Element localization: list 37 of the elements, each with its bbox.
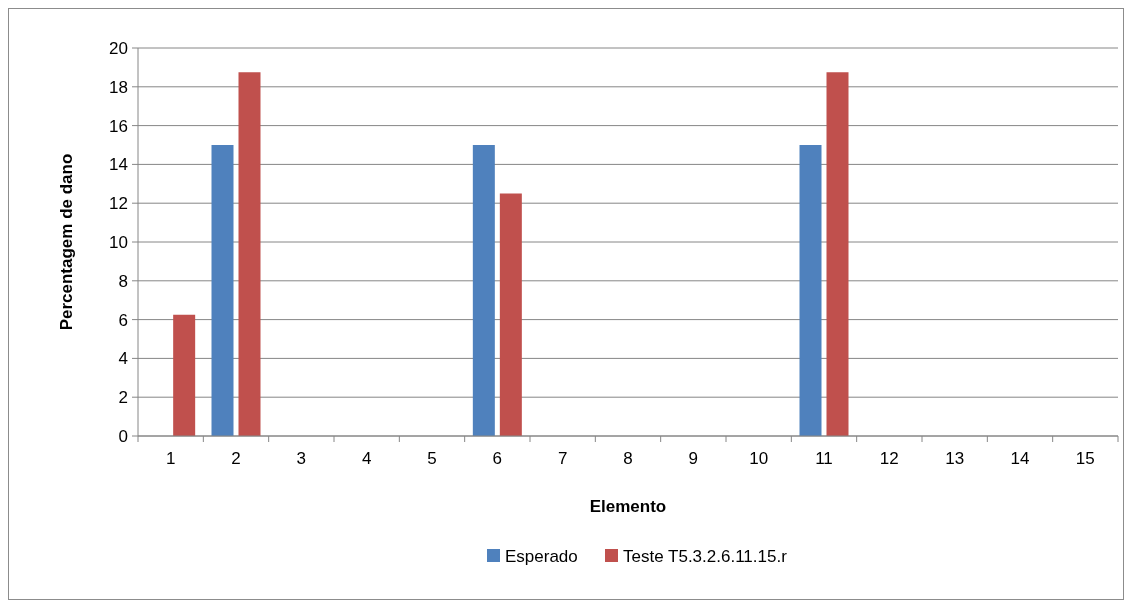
x-tick-label: 15 xyxy=(1075,449,1095,468)
x-tick-label: 6 xyxy=(492,449,503,468)
x-tick-label: 3 xyxy=(296,449,307,468)
bar xyxy=(238,72,261,436)
y-tick-label: 14 xyxy=(109,155,128,175)
y-tick-label: 10 xyxy=(109,232,128,252)
x-tick-label: 14 xyxy=(1010,449,1030,468)
x-tick-label: 5 xyxy=(427,449,437,468)
x-tick-label: 13 xyxy=(945,449,965,468)
x-tick-label: 8 xyxy=(623,449,633,468)
bar xyxy=(472,145,495,436)
bar xyxy=(826,72,849,436)
x-axis-title: Elemento xyxy=(589,497,667,516)
x-tick-label: 4 xyxy=(361,449,372,468)
bar xyxy=(799,145,822,436)
x-tick-label: 9 xyxy=(688,449,699,468)
y-tick-label: 4 xyxy=(118,349,128,369)
y-tick-label: 12 xyxy=(109,194,128,214)
x-tick-label: 12 xyxy=(879,449,899,468)
x-tick-label: 11 xyxy=(815,449,833,468)
x-tick-label: 2 xyxy=(231,449,241,468)
y-tick-label: 8 xyxy=(118,271,128,291)
bar xyxy=(173,314,196,436)
y-axis-title: Percentagem de dano xyxy=(57,153,76,331)
bar xyxy=(211,145,234,436)
y-tick-label: 16 xyxy=(109,116,128,136)
x-tick-label: 7 xyxy=(557,449,568,468)
y-tick-label: 20 xyxy=(109,38,128,58)
y-tick-label: 2 xyxy=(118,388,128,408)
y-tick-label: 0 xyxy=(118,426,128,446)
x-tick-label: 10 xyxy=(749,449,769,468)
y-tick-label: 6 xyxy=(118,310,128,330)
y-tick-label: 18 xyxy=(109,77,128,97)
x-tick-label: 1 xyxy=(165,449,176,468)
legend-label: Teste T5.3.2.6.11.15.r xyxy=(623,546,788,566)
bar xyxy=(499,193,522,436)
legend-label: Esperado xyxy=(505,546,578,566)
